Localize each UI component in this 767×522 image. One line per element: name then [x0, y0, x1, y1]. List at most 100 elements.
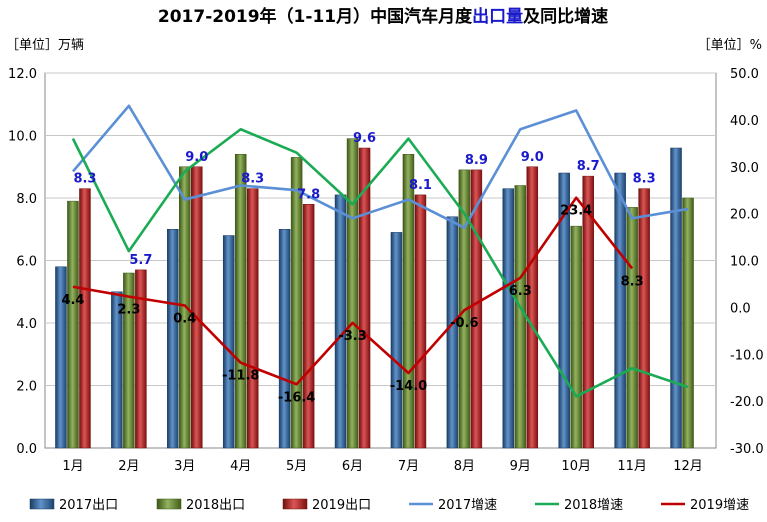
- legend-swatch-bar: [282, 498, 308, 510]
- plot-area: 0.0 2.0 4.0 6.0 8.0 10.0 12.0 -30.0 -20.0 -10.0 0.…: [8, 67, 764, 474]
- left-tick-label: 4.0: [16, 317, 37, 332]
- bar-2017出口: [278, 229, 291, 449]
- bar-2017出口: [502, 188, 515, 449]
- line-data-label: 2.3: [117, 303, 140, 318]
- bar-data-label: 9.6: [353, 131, 376, 146]
- bar-2019出口: [191, 166, 203, 449]
- line-2018增速: [71, 127, 689, 398]
- bar-2018出口: [179, 166, 191, 449]
- x-tick-label: 4月: [230, 459, 251, 474]
- line-data-label: 0.4: [173, 312, 196, 327]
- x-tick-label: 3月: [174, 459, 195, 474]
- x-tick-label: 11月: [617, 459, 647, 474]
- x-tick-label: 12月: [673, 459, 703, 474]
- legend-label: 2018出口: [186, 498, 245, 513]
- line-data-label: -16.4: [278, 390, 315, 405]
- bar-2017出口: [111, 291, 123, 449]
- line-data-label: 8.3: [621, 274, 644, 289]
- right-tick-label: -10.0: [730, 348, 764, 363]
- bar-2018出口: [123, 272, 135, 449]
- right-tick-label: 0.0: [730, 301, 751, 316]
- line-data-label: -14.0: [390, 379, 427, 394]
- line-data-label: -0.6: [450, 316, 478, 331]
- bar-data-label: 7.8: [297, 187, 320, 202]
- right-unit-label: ［单位］%: [698, 38, 762, 53]
- legend-swatch-bar: [156, 498, 182, 510]
- left-tick-label: 2.0: [16, 380, 37, 395]
- bar-2017出口: [334, 194, 347, 449]
- bar-2019出口: [246, 188, 259, 449]
- bar-data-label: 5.7: [129, 253, 152, 268]
- bar-2017出口: [670, 147, 682, 449]
- x-tick-label: 7月: [398, 459, 419, 474]
- title-tail: 及同比增速: [523, 6, 608, 27]
- legend-label: 2019出口: [312, 498, 371, 513]
- right-tick-label: 20.0: [730, 208, 759, 223]
- bar-2018出口: [346, 138, 359, 449]
- title-highlight: 出口量: [472, 6, 523, 27]
- bar-2019出口: [302, 204, 315, 449]
- bar-2019出口: [79, 188, 91, 449]
- bar-2018出口: [67, 200, 79, 449]
- x-tick-label: 9月: [510, 459, 531, 474]
- bar-2017出口: [614, 172, 626, 449]
- bar-2017出口: [558, 172, 570, 449]
- bar-data-label: 8.7: [577, 159, 600, 174]
- title-main: 2017-2019年（1-11月）中国汽车月度: [158, 6, 473, 27]
- bar-2017出口: [390, 232, 403, 449]
- bar-2018出口: [570, 225, 582, 449]
- right-tick-label: 50.0: [730, 67, 759, 82]
- bar-data-label: 8.3: [633, 172, 656, 187]
- bar-2019出口: [470, 169, 483, 449]
- legend-label: 2017出口: [59, 498, 118, 513]
- bar-2018出口: [626, 207, 638, 449]
- legend-swatch-bar: [29, 498, 55, 510]
- bar-data-label: 9.0: [521, 150, 544, 165]
- bar-2019出口: [638, 188, 650, 449]
- right-tick-label: -20.0: [730, 395, 764, 410]
- bar-data-label: 8.9: [465, 153, 488, 168]
- bar-2019出口: [526, 166, 539, 449]
- line-data-label: -11.8: [222, 369, 259, 384]
- right-tick-label: 40.0: [730, 114, 759, 129]
- left-tick-label: 6.0: [16, 255, 37, 270]
- legend-label: 2019增速: [690, 498, 749, 513]
- bar-2018出口: [234, 154, 247, 449]
- bar-2018出口: [682, 197, 694, 449]
- bar-2017出口: [446, 216, 459, 449]
- bar-data-label: 8.3: [241, 172, 264, 187]
- x-tick-label: 5月: [286, 459, 307, 474]
- left-tick-label: 0.0: [16, 442, 37, 457]
- left-tick-label: 8.0: [16, 192, 37, 207]
- x-tick-label: 6月: [342, 459, 363, 474]
- right-tick-label: -30.0: [730, 442, 764, 457]
- bar-2017出口: [55, 266, 67, 449]
- x-tick-label: 8月: [454, 459, 475, 474]
- bar-2018出口: [290, 157, 303, 449]
- legend-label: 2017增速: [438, 498, 497, 513]
- left-unit-label: ［单位］万辆: [6, 38, 84, 53]
- line-data-label: 6.3: [509, 284, 532, 299]
- bar-data-label: 8.3: [73, 172, 96, 187]
- bar-2019出口: [358, 147, 371, 449]
- bar-2018出口: [514, 185, 527, 449]
- bar-data-label: 8.1: [409, 178, 432, 193]
- line-data-label: 4.4: [61, 293, 84, 308]
- left-tick-label: 10.0: [8, 130, 37, 145]
- bar-data-label: 9.0: [185, 150, 208, 165]
- bar-2019出口: [582, 175, 594, 449]
- legend-label: 2018增速: [564, 498, 623, 513]
- line-data-label: 23.4: [560, 204, 592, 219]
- bar-2017出口: [167, 229, 179, 449]
- x-tick-label: 10月: [561, 459, 591, 474]
- x-tick-label: 2月: [118, 459, 139, 474]
- left-tick-label: 12.0: [8, 67, 37, 82]
- legend: 2017出口 2018出口 2019出口 2017增速 2018增速 2019增速: [29, 498, 749, 513]
- line-data-label: -3.3: [338, 329, 366, 344]
- chart-title: 2017-2019年（1-11月）中国汽车月度出口量及同比增速: [158, 6, 608, 27]
- bar-2019出口: [135, 269, 147, 449]
- bar-2019出口: [414, 194, 427, 449]
- line-2019增速: [72, 196, 634, 386]
